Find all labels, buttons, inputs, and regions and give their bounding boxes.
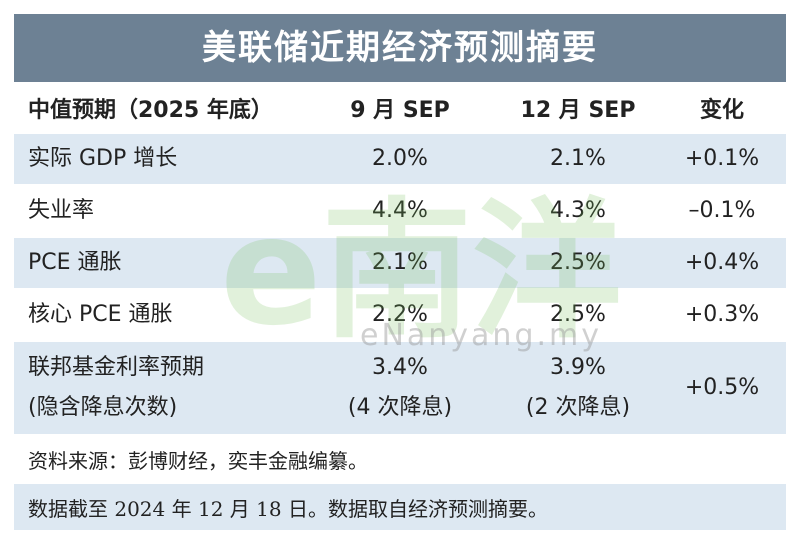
table-cell: 3.9% (2 次降息)	[508, 342, 648, 434]
table-cell: 2.1%	[508, 134, 648, 184]
table-cell: 失业率	[28, 186, 328, 236]
table-cell: +0.4%	[662, 238, 782, 288]
cell-text: 2.1%	[372, 250, 428, 275]
note-band	[14, 484, 786, 530]
watermark-logo: e南洋	[220, 185, 622, 359]
table-cell: 2.0%	[330, 134, 470, 184]
table-cell: 4.3%	[508, 186, 648, 236]
table-cell: 4.4%	[330, 186, 470, 236]
cell-text: (隐含降息次数)	[28, 395, 178, 420]
table-cell: 2.5%	[508, 290, 648, 340]
column-header: 中值预期（2025 年底）	[28, 98, 273, 123]
cell-text: 核心 PCE 通胀	[28, 302, 173, 327]
table-cell: 2.5%	[508, 238, 648, 288]
cell-text: –0.1%	[688, 198, 756, 223]
table-cell: +0.5%	[662, 342, 782, 434]
cell-text: 2.5%	[550, 302, 606, 327]
table-cell: 实际 GDP 增长	[28, 134, 328, 184]
row-band	[14, 186, 786, 236]
note: 数据截至 2024 年 12 月 18 日。数据取自经济预测摘要。	[28, 496, 548, 521]
table-cell: +0.1%	[662, 134, 782, 184]
watermark-site: eNanyang.my	[360, 318, 603, 353]
row-band	[14, 342, 786, 434]
table-cell: 联邦基金利率预期 (隐含降息次数)	[28, 342, 328, 434]
cell-text: +0.3%	[684, 302, 760, 327]
cell-text: (2 次降息)	[525, 395, 631, 420]
row-band	[14, 290, 786, 340]
cell-text: 联邦基金利率预期	[28, 355, 205, 380]
row-band	[14, 238, 786, 288]
table-cell: PCE 通胀	[28, 238, 328, 288]
cell-text: (4 次降息)	[347, 395, 453, 420]
cell-text: +0.1%	[684, 146, 760, 171]
cell-text: 3.9%	[550, 355, 606, 380]
column-header: 9 月 SEP	[350, 98, 450, 123]
column-header: 12 月 SEP	[520, 98, 636, 123]
title: 美联储近期经济预测摘要	[14, 14, 786, 82]
cell-text: 2.1%	[550, 146, 606, 171]
column-header: 变化	[699, 98, 744, 123]
table-cell: 2.1%	[330, 238, 470, 288]
cell-text: +0.5%	[684, 375, 760, 400]
cell-text: 2.5%	[550, 250, 606, 275]
row-band	[14, 134, 786, 184]
cell-text: 3.4%	[372, 355, 428, 380]
cell-text: 实际 GDP 增长	[28, 146, 178, 171]
table-cell: 2.2%	[330, 290, 470, 340]
note-band	[14, 436, 786, 482]
cell-text: +0.4%	[684, 250, 760, 275]
table-cell: 核心 PCE 通胀	[28, 290, 328, 340]
cell-text: 失业率	[28, 198, 95, 223]
table-cell: 3.4% (4 次降息)	[330, 342, 470, 434]
note: 资料来源：彭博财经，奕丰金融编纂。	[28, 448, 368, 473]
cell-text: 2.2%	[372, 302, 428, 327]
table-cell: –0.1%	[662, 186, 782, 236]
cell-text: 4.3%	[550, 198, 606, 223]
table-cell: +0.3%	[662, 290, 782, 340]
cell-text: 4.4%	[372, 198, 428, 223]
cell-text: PCE 通胀	[28, 250, 122, 275]
cell-text: 2.0%	[372, 146, 428, 171]
